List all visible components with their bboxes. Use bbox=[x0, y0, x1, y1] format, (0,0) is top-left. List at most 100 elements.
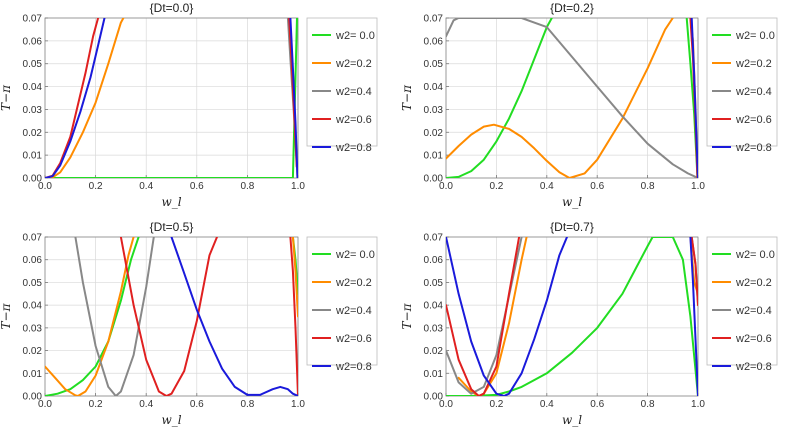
legend-label: w2= 0.0 bbox=[735, 30, 775, 42]
series-line-1 bbox=[45, 18, 298, 178]
series-line-5-b bbox=[689, 237, 698, 396]
series-line-5 bbox=[446, 237, 568, 396]
y-tick-label: 0.05 bbox=[23, 278, 43, 289]
legend-label: w2=0.2 bbox=[735, 277, 772, 289]
x-tick-label: 0.2 bbox=[89, 399, 103, 410]
y-tick-label: 0.06 bbox=[424, 255, 444, 266]
legend-box bbox=[306, 17, 378, 147]
legend-label: w2= 0.0 bbox=[735, 249, 775, 261]
legend-label: w2= 0.0 bbox=[335, 30, 375, 42]
x-axis-label: w_l bbox=[161, 195, 181, 209]
y-tick-label: 0.05 bbox=[23, 59, 43, 70]
y-tick-label: 0.01 bbox=[424, 151, 444, 162]
y-tick-label: 0.06 bbox=[23, 255, 43, 266]
series-group bbox=[45, 18, 298, 178]
series-line-5-b bbox=[289, 18, 298, 178]
y-tick-label: 0.00 bbox=[424, 392, 444, 403]
legend-label: w2=0.6 bbox=[735, 114, 772, 126]
legend-label: w2= 0.0 bbox=[335, 249, 375, 261]
series-line-4 bbox=[446, 237, 521, 396]
x-tick-label: 1.0 bbox=[291, 181, 305, 192]
y-tick-label: 0.07 bbox=[23, 14, 43, 25]
chart-title: {Dt=0.7} bbox=[550, 220, 594, 234]
legend-label: w2=0.8 bbox=[735, 142, 772, 154]
legend-label: w2=0.4 bbox=[735, 86, 772, 98]
series-line-2 bbox=[45, 18, 125, 178]
series-line-4-b bbox=[690, 237, 698, 307]
y-axis-label: T−π bbox=[0, 84, 13, 111]
series-group bbox=[45, 237, 298, 396]
series-line-1 bbox=[446, 237, 698, 396]
x-tick-label: 0.2 bbox=[89, 181, 103, 192]
legend-label: w2=0.4 bbox=[735, 305, 772, 317]
chart-panel-2: 0.0 0.2 0.4 0.6 0.8 1.0 0.00 0.01 0.02 0.03 0.04 0.… bbox=[400, 1, 778, 209]
y-tick-label: 0.05 bbox=[424, 278, 444, 289]
x-tick-label: 0.8 bbox=[240, 399, 254, 410]
y-tick-label: 0.00 bbox=[23, 392, 43, 403]
series-line-4-b bbox=[289, 237, 298, 396]
legend-label: w2=0.2 bbox=[735, 58, 772, 70]
x-tick-label: 0.6 bbox=[590, 181, 604, 192]
legend-label: w2=0.6 bbox=[335, 333, 372, 345]
x-axis-label: w_l bbox=[562, 195, 582, 209]
chart-title: {Dt=0.2} bbox=[550, 1, 594, 15]
y-tick-label: 0.02 bbox=[23, 128, 43, 139]
x-axis-label: w_l bbox=[562, 413, 582, 427]
y-tick-label: 0.02 bbox=[424, 128, 444, 139]
legend: w2= 0.0 w2=0.2 w2=0.4 w2=0.6 w2=0.8 bbox=[306, 17, 378, 154]
plot-frame bbox=[445, 236, 699, 397]
legend-box bbox=[706, 17, 778, 147]
legend-box bbox=[706, 236, 778, 366]
y-tick-label: 0.04 bbox=[424, 301, 444, 312]
series-line-5 bbox=[45, 18, 106, 178]
y-tick-label: 0.04 bbox=[424, 82, 444, 93]
series-line-3 bbox=[446, 18, 698, 178]
x-tick-label: 0.2 bbox=[489, 181, 503, 192]
x-tick-label: 1.0 bbox=[691, 181, 705, 192]
legend-label: w2=0.4 bbox=[335, 86, 372, 98]
legend-label: w2=0.4 bbox=[335, 305, 372, 317]
y-tick-label: 0.03 bbox=[424, 323, 444, 334]
x-tick-label: 0.6 bbox=[190, 181, 204, 192]
legend-label: w2=0.2 bbox=[335, 58, 372, 70]
y-axis-label: T−π bbox=[400, 302, 414, 329]
series-line-5 bbox=[170, 237, 298, 396]
x-tick-label: 0.0 bbox=[439, 399, 453, 410]
y-tick-label: 0.07 bbox=[424, 233, 444, 244]
y-tick-label: 0.05 bbox=[424, 59, 444, 70]
series-line-5 bbox=[690, 18, 698, 178]
chart-panel-4: 0.0 0.2 0.4 0.6 0.8 1.0 0.00 0.01 0.02 0.03 0.04 0.… bbox=[400, 220, 778, 427]
y-tick-label: 0.07 bbox=[424, 14, 444, 25]
y-tick-label: 0.01 bbox=[23, 151, 43, 162]
x-tick-label: 0.0 bbox=[38, 399, 52, 410]
x-tick-label: 1.0 bbox=[691, 399, 705, 410]
series-line-2-b bbox=[291, 237, 298, 318]
legend-label: w2=0.8 bbox=[735, 361, 772, 373]
plot-frame bbox=[44, 17, 299, 179]
y-tick-label: 0.01 bbox=[424, 369, 444, 380]
x-tick-label: 0.8 bbox=[641, 399, 655, 410]
y-tick-label: 0.04 bbox=[23, 82, 43, 93]
chart-panel-1: 0.0 0.2 0.4 0.6 0.8 1.0 0.00 0.01 0.02 0.03 0.04 0.… bbox=[0, 1, 378, 209]
x-tick-label: 0.4 bbox=[540, 181, 554, 192]
x-tick-label: 0.2 bbox=[489, 399, 503, 410]
y-tick-label: 0.02 bbox=[23, 346, 43, 357]
series-group bbox=[446, 18, 698, 178]
legend-label: w2=0.2 bbox=[335, 277, 372, 289]
legend: w2= 0.0 w2=0.2 w2=0.4 w2=0.6 w2=0.8 bbox=[706, 17, 778, 154]
chart-panel-3: 0.0 0.2 0.4 0.6 0.8 1.0 0.00 0.01 0.02 0.03 0.04 0.… bbox=[0, 220, 378, 427]
x-tick-label: 1.0 bbox=[291, 399, 305, 410]
x-axis-label: w_l bbox=[161, 413, 181, 427]
x-tick-label: 0.4 bbox=[139, 181, 153, 192]
y-tick-label: 0.00 bbox=[424, 174, 444, 185]
y-tick-label: 0.03 bbox=[23, 323, 43, 334]
y-tick-label: 0.06 bbox=[23, 36, 43, 47]
x-tick-label: 0.8 bbox=[240, 181, 254, 192]
legend-label: w2=0.8 bbox=[335, 142, 372, 154]
x-tick-label: 0.6 bbox=[190, 399, 204, 410]
legend-box bbox=[306, 236, 378, 366]
series-line-2 bbox=[45, 237, 135, 396]
series-line-3 bbox=[74, 237, 155, 396]
y-tick-label: 0.03 bbox=[23, 105, 43, 116]
x-tick-label: 0.4 bbox=[540, 399, 554, 410]
